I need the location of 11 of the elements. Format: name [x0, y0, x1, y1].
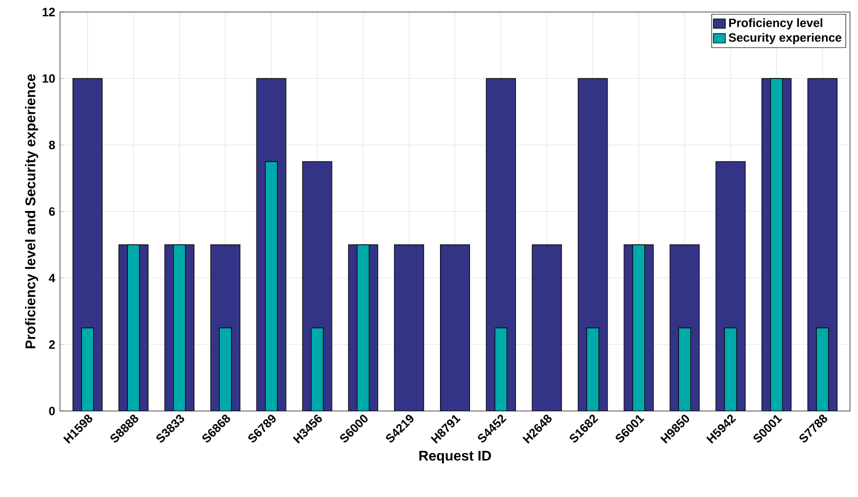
legend-label: Security experience [728, 32, 842, 44]
y-tick-label: 0 [49, 406, 55, 416]
y-tick-label: 2 [49, 340, 55, 349]
y-tick-label: 8 [48, 140, 55, 150]
y-axis-title: Proficiency level and Security experience [25, 74, 38, 348]
y-tick-label: 12 [42, 8, 55, 16]
y-tick-label: 10 [42, 74, 55, 83]
legend-label: Proficiency level [729, 18, 822, 30]
y-tick-label: 6 [49, 207, 55, 216]
y-tick-label: 4 [48, 274, 56, 282]
x-axis-title: Request ID [419, 450, 491, 464]
